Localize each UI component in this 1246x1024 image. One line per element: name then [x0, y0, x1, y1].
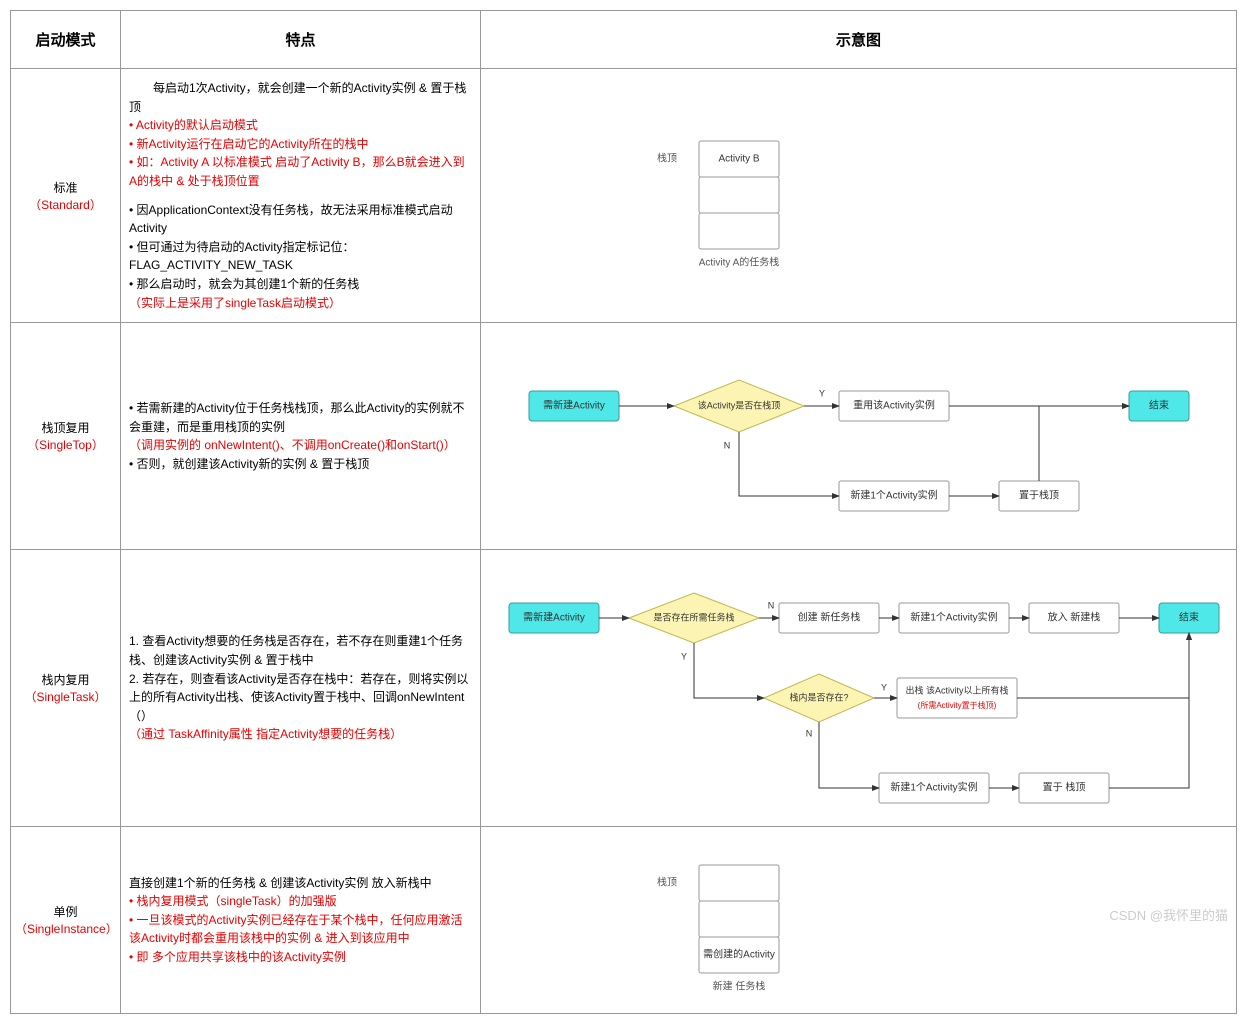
th-diagram: 示意图 [481, 11, 1237, 69]
feature-line: • 但可通过为待启动的Activity指定标记位：FLAG_ACTIVITY_N… [129, 238, 472, 275]
svg-text:栈顶: 栈顶 [657, 151, 677, 164]
svg-text:N: N [768, 601, 775, 611]
mode-name-en: （SingleTop） [15, 436, 116, 453]
feature-cell: 每启动1次Activity，就会创建一个新的Activity实例 & 置于栈顶•… [121, 69, 481, 323]
mode-name-cn: 单例 [15, 903, 116, 920]
row-singletop: 栈顶复用 （SingleTop） • 若需新建的Activity位于任务栈栈顶，… [11, 323, 1237, 550]
svg-text:(所需Activity置于栈顶): (所需Activity置于栈顶) [918, 700, 997, 710]
feature-cell: 直接创建1个新的任务栈 & 创建该Activity实例 放入新栈中• 栈内复用模… [121, 827, 481, 1014]
diagram-cell: 需新建Activity 该Activity是否在栈顶 重用该Activity实例 结束… [481, 323, 1237, 550]
feature-line: • 因ApplicationContext没有任务栈，故无法采用标准模式启动Ac… [129, 201, 472, 238]
launch-mode-table: 启动模式 特点 示意图 标准 （Standard） 每启动1次Activity，… [10, 10, 1237, 1014]
mode-name-cn: 标准 [15, 179, 116, 196]
flowchart-singletop: 需新建Activity 该Activity是否在栈顶 重用该Activity实例 结束… [489, 331, 1229, 541]
th-mode: 启动模式 [11, 11, 121, 69]
svg-text:N: N [806, 729, 813, 739]
row-singleinstance: 单例 （SingleInstance） 直接创建1个新的任务栈 & 创建该Act… [11, 827, 1237, 1014]
feature-line: • 若需新建的Activity位于任务栈栈顶，那么此Activity的实例就不会… [129, 399, 472, 436]
svg-text:Y: Y [681, 652, 687, 662]
svg-text:放入 新建栈: 放入 新建栈 [1048, 611, 1101, 624]
svg-text:出栈 该Activity以上所有栈: 出栈 该Activity以上所有栈 [905, 685, 1008, 696]
mode-name-cn: 栈顶复用 [15, 419, 116, 436]
feature-line: • 新Activity运行在启动它的Activity所在的栈中 [129, 135, 472, 154]
svg-text:创建 新任务栈: 创建 新任务栈 [798, 611, 861, 624]
svg-text:新建1个Activity实例: 新建1个Activity实例 [890, 781, 977, 794]
svg-text:新建1个Activity实例: 新建1个Activity实例 [850, 489, 937, 502]
feature-line: 2. 若存在，则查看该Activity是否存在栈中：若存在，则将实例以上的所有A… [129, 670, 472, 726]
svg-text:是否存在所需任务栈: 是否存在所需任务栈 [653, 612, 734, 623]
mode-name-en: （SingleInstance） [15, 920, 116, 937]
feature-line: • 如：Activity A 以标准模式 启动了Activity B，那么B就会… [129, 153, 472, 190]
svg-text:Y: Y [819, 389, 825, 399]
svg-text:Activity A的任务栈: Activity A的任务栈 [699, 255, 780, 268]
mode-cell: 单例 （SingleInstance） [11, 827, 121, 1014]
stack-diagram: 栈顶 Activity B Activity A的任务栈 [489, 111, 929, 281]
svg-text:结束: 结束 [1179, 611, 1199, 624]
svg-text:栈内是否存在?: 栈内是否存在? [789, 692, 848, 703]
mode-cell: 栈顶复用 （SingleTop） [11, 323, 121, 550]
svg-text:N: N [724, 441, 731, 451]
feature-line: （通过 TaskAffinity属性 指定Activity想要的任务栈） [129, 725, 472, 744]
feature-line: • Activity的默认启动模式 [129, 116, 472, 135]
svg-text:新建 任务栈: 新建 任务栈 [713, 980, 766, 993]
feature-line: （实际上是采用了singleTask启动模式） [129, 294, 472, 313]
svg-text:Activity B: Activity B [718, 153, 759, 164]
svg-text:需新建Activity: 需新建Activity [523, 611, 585, 624]
mode-name-en: （SingleTask） [15, 688, 116, 705]
stack-diagram: 栈顶需创建的Activity 新建 任务栈 [489, 835, 929, 1005]
svg-text:栈顶: 栈顶 [657, 876, 677, 889]
svg-text:置于 栈顶: 置于 栈顶 [1043, 781, 1086, 794]
feature-line: • 否则，就创建该Activity新的实例 & 置于栈顶 [129, 455, 472, 474]
mode-cell: 栈内复用 （SingleTask） [11, 550, 121, 827]
mode-cell: 标准 （Standard） [11, 69, 121, 323]
svg-text:Y: Y [881, 683, 887, 693]
feature-line: • 即 多个应用共享该栈中的该Activity实例 [129, 948, 472, 967]
feature-line: • 栈内复用模式（singleTask）的加强版 [129, 892, 472, 911]
svg-text:置于栈顶: 置于栈顶 [1019, 489, 1059, 502]
svg-text:需新建Activity: 需新建Activity [543, 399, 605, 412]
flowchart-singletask: 需新建Activity是否存在所需任务栈创建 新任务栈新建1个Activity实… [489, 558, 1229, 818]
feature-line: 直接创建1个新的任务栈 & 创建该Activity实例 放入新栈中 [129, 874, 472, 893]
diagram-cell: 栈顶需创建的Activity 新建 任务栈 [481, 827, 1237, 1014]
th-feature: 特点 [121, 11, 481, 69]
feature-line: • 那么启动时，就会为其创建1个新的任务栈 [129, 275, 472, 294]
svg-text:该Activity是否在栈顶: 该Activity是否在栈顶 [698, 400, 781, 411]
svg-text:新建1个Activity实例: 新建1个Activity实例 [910, 611, 997, 624]
mode-name-en: （Standard） [15, 196, 116, 213]
row-standard: 标准 （Standard） 每启动1次Activity，就会创建一个新的Acti… [11, 69, 1237, 323]
feature-line: • 一旦该模式的Activity实例已经存在于某个栈中，任何应用激活该Activ… [129, 911, 472, 948]
feature-cell: • 若需新建的Activity位于任务栈栈顶，那么此Activity的实例就不会… [121, 323, 481, 550]
svg-text:需创建的Activity: 需创建的Activity [703, 948, 775, 961]
mode-name-cn: 栈内复用 [15, 671, 116, 688]
row-singletask: 栈内复用 （SingleTask） 1. 查看Activity想要的任务栈是否存… [11, 550, 1237, 827]
svg-text:重用该Activity实例: 重用该Activity实例 [853, 399, 935, 412]
feature-cell: 1. 查看Activity想要的任务栈是否存在，若不存在则重建1个任务栈、创建该… [121, 550, 481, 827]
feature-line: 1. 查看Activity想要的任务栈是否存在，若不存在则重建1个任务栈、创建该… [129, 632, 472, 669]
feature-line: （调用实例的 onNewIntent()、不调用onCreate()和onSta… [129, 436, 472, 455]
svg-text:结束: 结束 [1149, 399, 1169, 412]
diagram-cell: 栈顶 Activity B Activity A的任务栈 [481, 69, 1237, 323]
feature-line: 每启动1次Activity，就会创建一个新的Activity实例 & 置于栈顶 [129, 79, 472, 116]
diagram-cell: 需新建Activity是否存在所需任务栈创建 新任务栈新建1个Activity实… [481, 550, 1237, 827]
